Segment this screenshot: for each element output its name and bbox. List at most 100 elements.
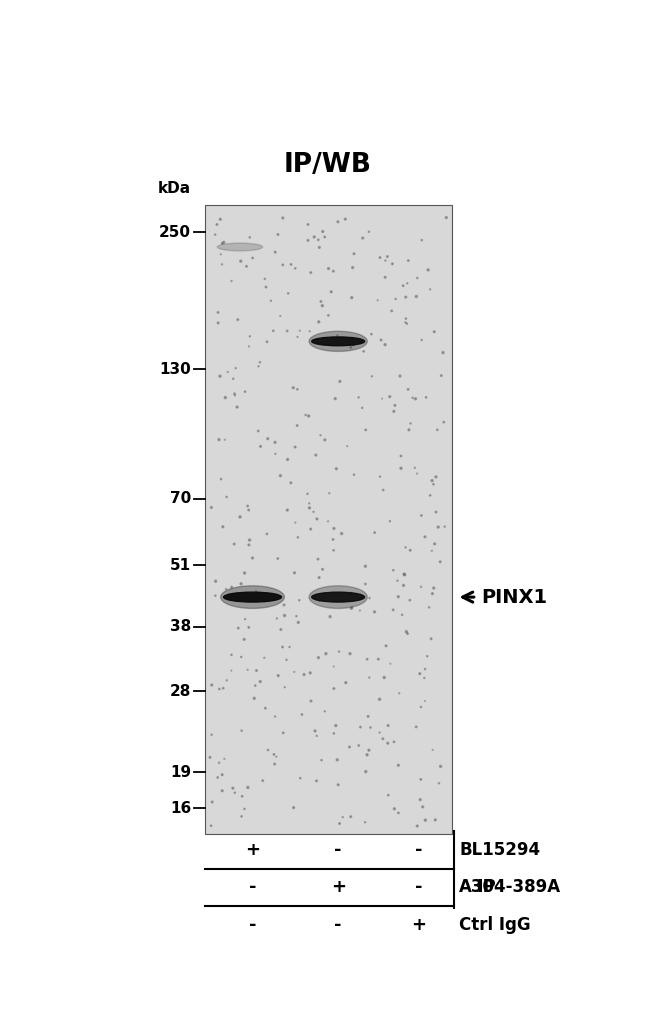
Point <box>290 439 300 455</box>
Point <box>393 805 404 821</box>
Point <box>236 576 246 592</box>
Point <box>323 260 333 277</box>
Point <box>255 674 265 690</box>
Point <box>215 211 226 228</box>
Point <box>422 648 432 665</box>
Point <box>268 323 278 339</box>
Point <box>400 289 411 305</box>
Point <box>218 234 229 250</box>
Point <box>240 611 250 627</box>
Point <box>323 514 333 530</box>
Point <box>415 771 426 787</box>
Point <box>270 244 280 260</box>
Point <box>306 521 316 537</box>
Point <box>255 354 265 371</box>
Point <box>311 447 321 464</box>
Point <box>408 390 418 406</box>
Point <box>389 403 399 420</box>
Point <box>292 381 303 397</box>
Point <box>416 507 426 524</box>
Point <box>259 649 270 666</box>
Point <box>211 573 221 589</box>
Text: 16: 16 <box>170 800 191 816</box>
Point <box>424 599 434 616</box>
Point <box>328 531 338 547</box>
Point <box>326 284 337 300</box>
Point <box>318 224 328 240</box>
Point <box>428 741 438 758</box>
Point <box>432 422 443 438</box>
Point <box>299 667 309 683</box>
Point <box>244 532 255 548</box>
Point <box>262 334 272 350</box>
Point <box>420 661 430 677</box>
Point <box>233 311 243 328</box>
Point <box>313 649 324 666</box>
Text: PINX1: PINX1 <box>482 588 548 606</box>
Point <box>303 232 313 248</box>
Point <box>311 773 322 789</box>
Point <box>207 727 217 743</box>
Point <box>286 475 296 491</box>
Point <box>317 562 328 578</box>
Point <box>316 293 326 309</box>
Point <box>314 570 324 586</box>
Point <box>315 427 326 443</box>
Point <box>207 677 217 693</box>
Point <box>205 749 215 766</box>
Point <box>398 577 409 593</box>
Point <box>355 602 365 619</box>
Point <box>235 253 246 270</box>
Point <box>263 431 273 447</box>
Point <box>341 675 351 691</box>
Point <box>210 587 220 603</box>
Text: -: - <box>334 840 342 859</box>
Point <box>360 558 370 575</box>
Point <box>329 680 339 696</box>
Point <box>387 303 397 320</box>
Point <box>292 529 303 545</box>
Point <box>387 255 398 272</box>
Point <box>324 485 335 501</box>
Point <box>289 664 300 680</box>
Point <box>237 788 247 805</box>
Point <box>210 227 220 243</box>
Point <box>439 414 449 430</box>
Point <box>240 384 250 400</box>
Point <box>325 609 335 625</box>
Point <box>358 230 368 246</box>
Point <box>393 758 404 774</box>
Ellipse shape <box>309 586 367 609</box>
Point <box>218 680 228 696</box>
Point <box>250 677 261 693</box>
Point <box>363 709 373 725</box>
Point <box>259 271 270 287</box>
Point <box>247 550 257 567</box>
Point <box>346 290 357 306</box>
Point <box>411 288 421 304</box>
Point <box>222 489 232 505</box>
Point <box>344 645 355 662</box>
Point <box>431 504 441 521</box>
Point <box>272 550 283 567</box>
Point <box>270 434 280 450</box>
Point <box>290 260 300 277</box>
Point <box>308 503 318 520</box>
Point <box>389 734 399 750</box>
Point <box>354 389 364 405</box>
Point <box>420 812 430 828</box>
Point <box>431 469 441 485</box>
Point <box>332 751 343 768</box>
Point <box>391 291 401 307</box>
Point <box>374 724 385 740</box>
Point <box>237 809 247 825</box>
Point <box>214 432 224 448</box>
Text: 28: 28 <box>170 683 191 698</box>
Point <box>231 360 241 377</box>
Point <box>313 551 323 568</box>
Point <box>317 752 327 769</box>
Point <box>393 588 404 604</box>
Point <box>257 773 268 789</box>
Point <box>345 585 356 601</box>
Point <box>229 784 240 800</box>
